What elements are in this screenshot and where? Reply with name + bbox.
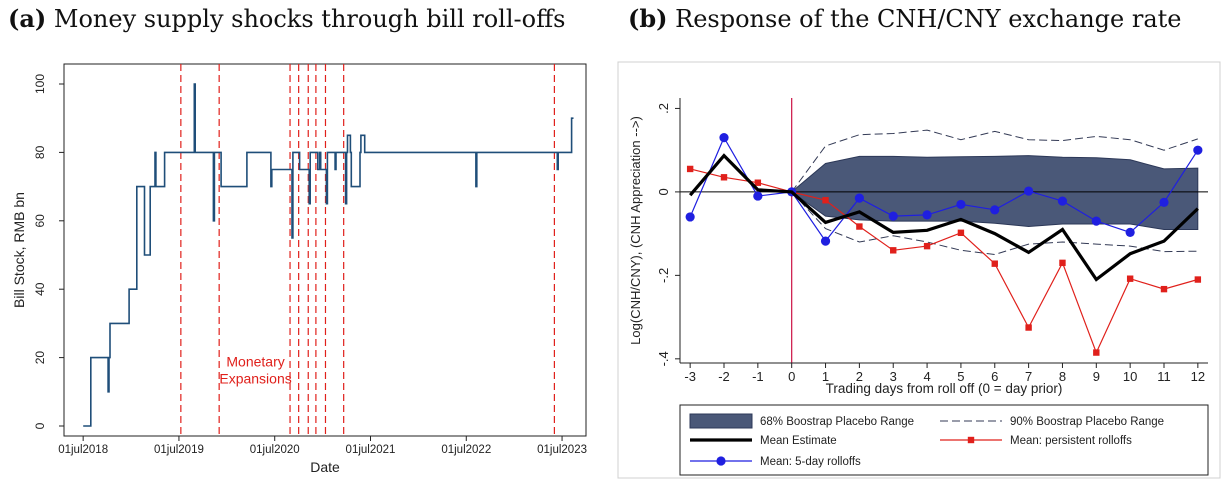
fiveday-point [1057,196,1068,206]
x-tick-label: 5 [957,369,964,384]
persistent-point [1093,349,1100,356]
legend-marker-5day [716,456,726,466]
y-axis-label: Bill Stock, RMB bn [11,192,27,308]
series-mean-line [688,153,1199,282]
fiveday-point [719,133,729,143]
bill-stock-line [83,83,574,427]
x-tick-label: -2 [718,369,730,384]
persistent-point [1025,324,1032,331]
fiveday-point [854,193,864,203]
panel-outer-frame [617,61,1221,479]
y-tick-label: 60 [33,214,47,228]
x-tick-label: 1 [822,369,829,384]
legend-marker-persistent [967,436,975,444]
x-tick-label: 6 [991,369,998,384]
annotation-monetary-expansions: Expansions [219,371,291,387]
x-tick-label: 11 [1157,369,1171,384]
x-tick-label: 01jul2023 [537,444,587,456]
fiveday-point [922,210,932,220]
persistent-point [686,165,694,173]
y-tick-label: 40 [33,282,47,296]
x-tick-label: 7 [1025,369,1032,384]
y-tick-label: -.4 [656,351,671,366]
fiveday-point [956,199,966,210]
x-tick-label: 01jul2020 [250,444,300,456]
fiveday-point [685,212,695,222]
y-tick-label: 80 [33,145,47,159]
fiveday-point [1091,216,1101,226]
band-90-lower [791,191,1198,256]
fiveday-point [820,236,831,246]
legend-label: 90% Boostrap Placebo Range [1010,416,1164,428]
x-tick-label: 2 [856,369,863,384]
x-tick-label: 12 [1191,369,1205,384]
y-tick-label: 100 [33,74,47,94]
fiveday-point [990,205,1000,215]
fiveday-point [1125,227,1135,237]
persistent-point [856,223,863,230]
y-tick-label: -.2 [656,268,671,283]
persistent-point [1126,275,1134,282]
x-tick-label: 01jul2018 [58,444,108,456]
series-5day-line [689,136,1199,243]
legend-swatch-68 [689,413,753,429]
x-tick-label: 01jul2021 [346,444,396,456]
x-tick-label: 10 [1123,369,1137,384]
bill-stock-chart: 0 20 40 60 80 100 01jul2018 01jul2019 01jul2020 0… [11,63,587,475]
persistent-point [822,197,829,204]
x-tick-label: 0 [788,369,795,384]
x-tick-label: 01jul2022 [441,444,491,456]
x-axis-label: Date [310,459,340,475]
persistent-point [720,174,728,181]
persistent-point [991,260,998,267]
persistent-point [957,229,965,236]
y-axis-label: Log(CNH/CNY), (CNH Appreciation -->) [628,116,643,345]
x-tick-label: 3 [890,369,897,384]
persistent-point [1160,285,1168,293]
legend-label: Mean Estimate [760,435,837,447]
fiveday-point [1159,197,1169,207]
fiveday-point [1024,186,1034,196]
persistent-point [754,179,762,186]
y-tick-label: 0 [656,188,671,195]
y-tick-label: 0 [33,422,47,429]
legend-label: Mean: 5-day rolloffs [760,456,861,468]
persistent-point [923,242,931,250]
fiveday-point [753,191,763,201]
fiveday-point [1193,145,1203,155]
band-90-upper [791,129,1198,193]
y-tick-label: 20 [33,351,47,365]
persistent-point [1059,259,1066,267]
y-tick-label: .2 [656,103,671,114]
panel-a-title: (a) Money supply shocks through bill rol… [8,4,566,33]
annotation-monetary-expansions: Monetary [226,354,284,370]
persistent-point [890,247,897,254]
x-tick-label: 9 [1093,369,1100,384]
x-tick-label: 01jul2019 [154,444,204,456]
x-tick-label: -3 [684,369,696,384]
fiveday-point [888,211,898,221]
legend-label: Mean: persistent rolloffs [1010,435,1132,447]
x-tick-label: -1 [752,369,764,384]
band-68 [790,155,1199,230]
x-tick-label: 4 [923,369,930,384]
legend-label: 68% Boostrap Placebo Range [760,416,914,428]
panel-b-title: (b) Response of the CNH/CNY exchange rat… [628,4,1182,33]
persistent-point [1194,276,1202,283]
series-persistent-line [690,168,1198,355]
x-axis-label: Trading days from roll off (0 = day prio… [826,381,1063,396]
x-tick-label: 8 [1059,369,1066,384]
